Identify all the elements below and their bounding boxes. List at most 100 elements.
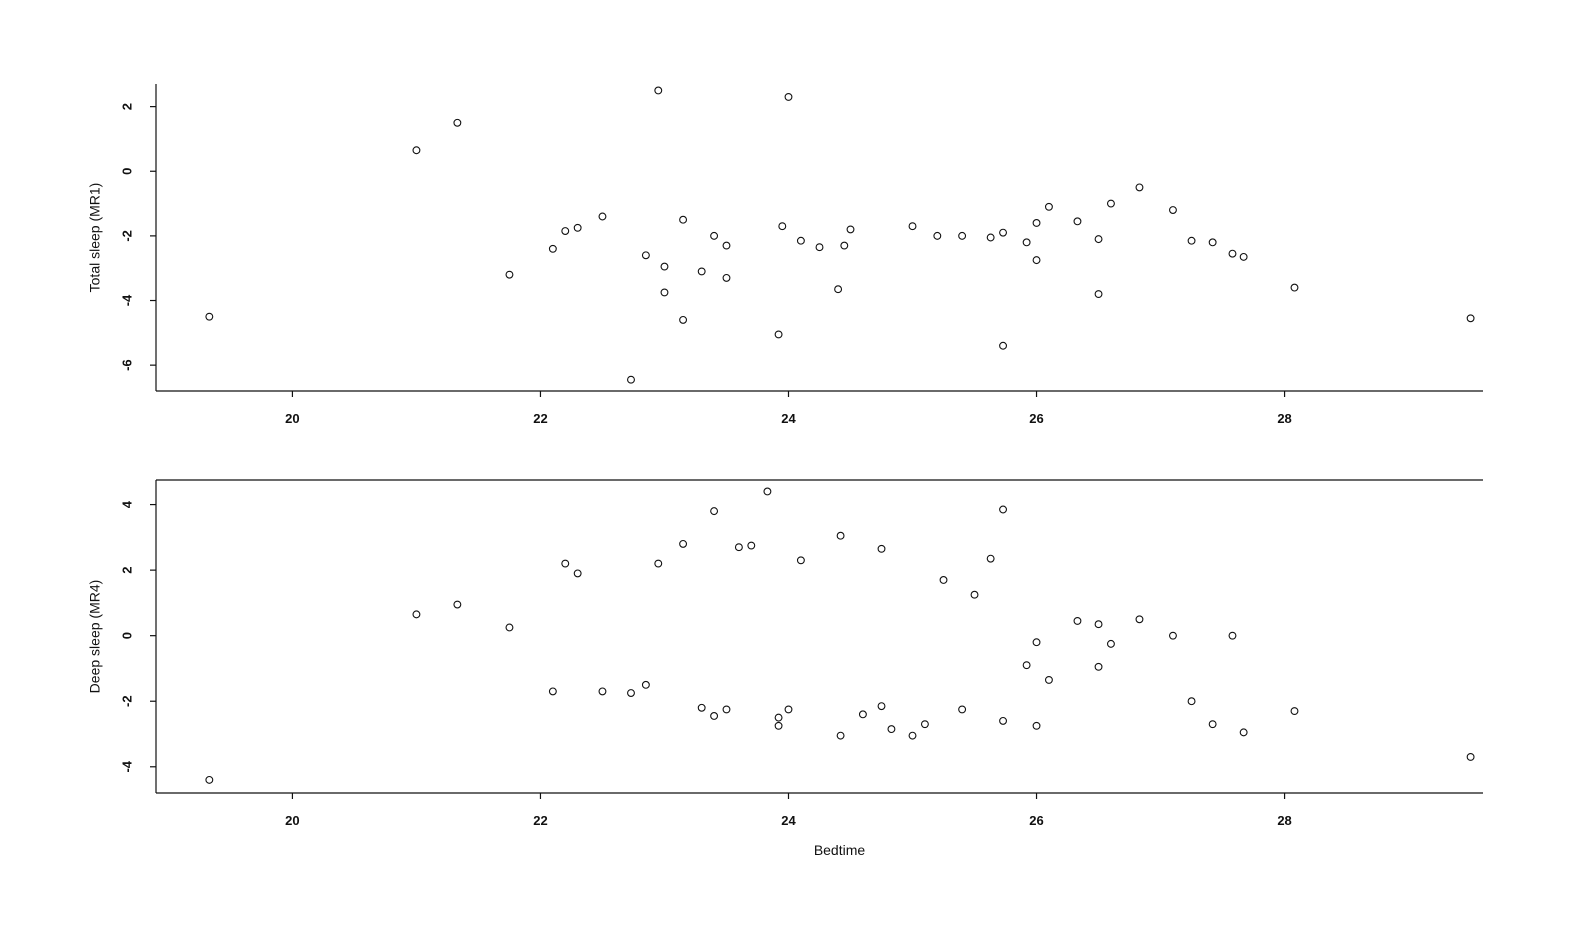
data-point <box>722 241 731 250</box>
data-point <box>999 228 1007 237</box>
data-point <box>412 146 421 155</box>
data-point <box>679 539 688 548</box>
x-tick-label: 24 <box>781 813 796 828</box>
data-point <box>1032 256 1041 265</box>
x-axis-title: Bedtime <box>814 842 866 858</box>
y-tick-label: -6 <box>119 359 134 371</box>
data-point <box>877 544 886 553</box>
data-point <box>747 541 756 550</box>
data-point <box>774 721 783 730</box>
data-point <box>1022 661 1031 670</box>
data-point <box>710 507 719 516</box>
data-point <box>1135 615 1144 624</box>
data-point <box>641 251 650 260</box>
data-point <box>697 703 706 712</box>
data-point <box>734 543 743 552</box>
y-tick-label: 0 <box>119 632 134 639</box>
x-tick-label: 22 <box>533 813 547 828</box>
data-point <box>1290 283 1299 292</box>
data-point <box>1466 752 1475 761</box>
y-tick-label: 2 <box>119 567 134 574</box>
y-axis-title: Total sleep (MR1) <box>87 183 103 293</box>
data-point <box>453 118 462 127</box>
data-point <box>815 243 824 252</box>
data-point <box>784 705 793 714</box>
data-point <box>1187 236 1196 245</box>
data-point <box>887 725 896 734</box>
data-point <box>627 375 635 384</box>
data-point <box>1228 631 1237 640</box>
data-point <box>908 222 917 231</box>
data-point <box>697 267 706 276</box>
data-point <box>1044 202 1053 211</box>
data-point <box>920 720 929 729</box>
data-point <box>598 687 607 696</box>
data-point <box>641 680 650 689</box>
data-point <box>834 285 843 294</box>
data-point <box>999 341 1007 350</box>
data-point <box>679 315 688 324</box>
x-tick-label: 20 <box>285 813 299 828</box>
x-tick-label: 26 <box>1029 813 1043 828</box>
data-point <box>1073 616 1082 625</box>
data-point <box>573 569 582 578</box>
data-point <box>598 212 607 221</box>
data-point <box>722 705 731 714</box>
data-point <box>1073 217 1082 226</box>
data-point <box>778 222 787 231</box>
data-point <box>654 559 663 568</box>
x-tick-label: 24 <box>781 411 796 426</box>
data-point <box>573 223 582 232</box>
data-point <box>1208 720 1217 729</box>
data-point <box>908 731 917 740</box>
data-point <box>1208 238 1217 247</box>
data-point <box>774 330 783 339</box>
data-point <box>679 215 688 224</box>
data-point <box>836 731 845 740</box>
x-tick-label: 26 <box>1029 411 1043 426</box>
data-point <box>627 689 635 697</box>
data-point <box>858 710 867 719</box>
data-point <box>986 554 995 563</box>
data-point <box>840 241 849 250</box>
data-point <box>836 531 845 540</box>
data-point <box>796 236 805 245</box>
y-tick-label: -2 <box>119 695 134 707</box>
data-point <box>1094 235 1103 244</box>
data-point <box>1106 639 1115 648</box>
data-point <box>1106 199 1115 208</box>
data-point <box>412 610 421 619</box>
data-point <box>1032 219 1041 227</box>
data-point <box>933 231 942 240</box>
data-point <box>784 92 793 101</box>
data-point <box>846 225 855 234</box>
data-point <box>986 233 995 242</box>
data-point <box>453 600 462 609</box>
y-tick-label: -4 <box>119 760 134 772</box>
x-tick-label: 22 <box>533 411 547 426</box>
y-axis-title: Deep sleep (MR4) <box>87 580 103 694</box>
data-point <box>205 312 214 321</box>
data-point <box>774 713 783 722</box>
data-point <box>999 505 1007 514</box>
data-point <box>1094 620 1103 629</box>
data-point <box>722 273 731 282</box>
y-tick-label: 2 <box>119 103 134 110</box>
data-point <box>999 716 1007 725</box>
data-point <box>958 705 967 714</box>
data-point <box>1228 249 1237 258</box>
data-point <box>710 231 719 240</box>
data-point <box>1032 721 1041 730</box>
y-tick-label: 4 <box>119 500 134 508</box>
data-point <box>877 702 886 711</box>
data-point <box>548 687 557 696</box>
data-point <box>505 623 514 632</box>
x-tick-label: 20 <box>285 411 299 426</box>
data-point <box>205 775 214 784</box>
data-point <box>970 590 979 599</box>
data-point <box>660 288 669 297</box>
y-tick-label: -4 <box>119 294 134 306</box>
data-point <box>505 270 514 279</box>
